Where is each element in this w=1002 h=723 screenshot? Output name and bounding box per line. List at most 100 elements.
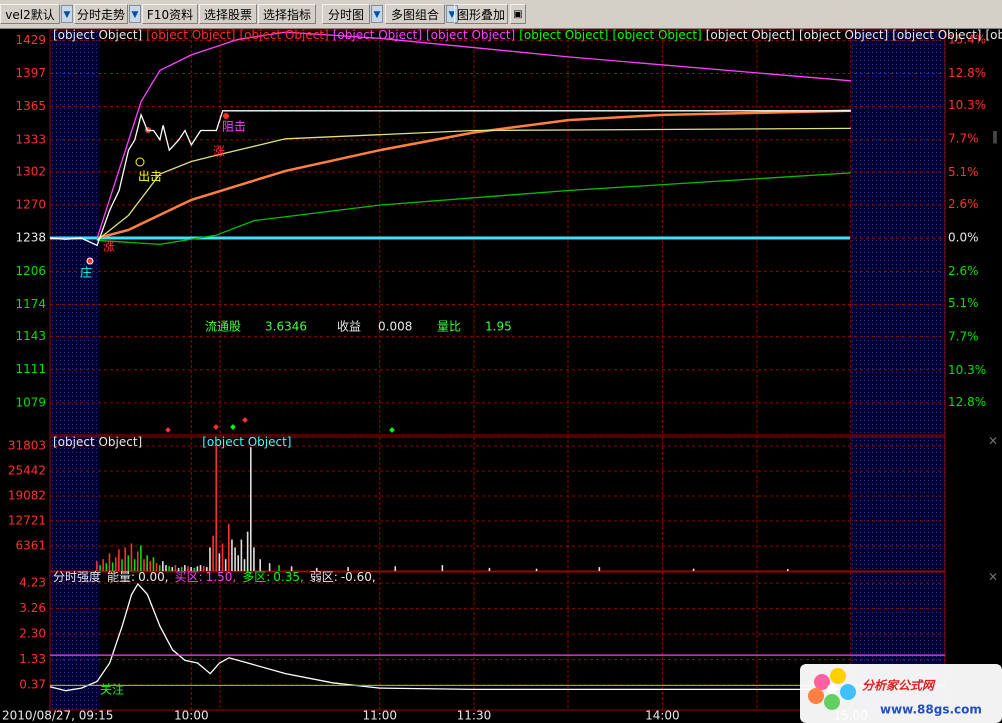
x-tick-label: 10:00 xyxy=(174,709,209,723)
y-tick-label: 1429 xyxy=(15,33,46,47)
volume-bar xyxy=(111,562,114,571)
volume-bar xyxy=(127,555,130,571)
header-title: 分时强度 xyxy=(53,569,101,584)
y-tick-label: 1206 xyxy=(15,264,46,278)
y-tick-label: 3.26 xyxy=(19,601,46,615)
param-name: 弱区: xyxy=(310,570,338,584)
annotation: 出击 xyxy=(138,170,162,184)
volume-bar xyxy=(196,566,199,571)
y2-tick-label: 10.3% xyxy=(948,363,986,377)
y-tick-label: 1333 xyxy=(15,132,46,146)
param-value: 0.00, xyxy=(138,570,169,584)
logo-petal xyxy=(814,674,830,690)
signal-marker xyxy=(389,427,395,433)
header-text: [object Object] xyxy=(892,28,981,42)
scroll-icon[interactable]: ‖ xyxy=(992,130,998,144)
volume-bar xyxy=(228,523,230,571)
logo-center xyxy=(827,684,837,694)
y2-tick-label: 12.8% xyxy=(948,66,986,80)
volume-bar xyxy=(202,565,205,571)
volume-bar xyxy=(105,563,108,571)
header-text: [object Object] xyxy=(706,28,795,42)
close-icon[interactable]: × xyxy=(988,434,998,448)
volume-bar xyxy=(692,568,695,571)
toolbar-button[interactable]: 选择股票 xyxy=(199,4,257,24)
x-tick-label: 2010/08/27, 09:15 xyxy=(2,709,113,723)
volume-bar xyxy=(108,553,111,571)
volume-bar xyxy=(259,559,262,571)
volume-bar xyxy=(221,543,224,571)
dropdown-arrow[interactable]: ▼ xyxy=(446,5,458,23)
volume-bar xyxy=(347,567,349,571)
y-tick-label: 0.37 xyxy=(19,677,46,691)
dropdown-arrow[interactable]: ▼ xyxy=(61,5,73,23)
series-line xyxy=(96,109,851,240)
x-tick-label: 11:30 xyxy=(457,709,492,723)
panel-header: 分时强度 能量: 0.00, 买区: 1.50, 多区: 0.35, 弱区: -0.60, xyxy=(53,569,376,584)
header-text: [object Object] xyxy=(202,435,291,449)
y-tick-label: 4.23 xyxy=(19,576,46,590)
param-name: 多区: xyxy=(242,570,270,584)
toolbar-button[interactable]: 多图组合 xyxy=(385,4,445,24)
y-tick-label: 1174 xyxy=(15,297,46,311)
volume-bar xyxy=(162,561,164,571)
panel-border xyxy=(49,436,946,572)
header-text: [object Object] xyxy=(240,28,329,42)
close-icon[interactable]: × xyxy=(988,570,998,584)
toolbar-button[interactable]: F10资料 xyxy=(142,4,198,24)
header-text: [object Object] xyxy=(53,28,142,42)
annotation: 关注 xyxy=(100,682,124,697)
dropdown-arrow[interactable]: ▼ xyxy=(129,5,141,23)
dropdown-arrow[interactable]: ▼ xyxy=(371,5,383,23)
volume-bar xyxy=(184,565,186,571)
y2-tick-label: 7.7% xyxy=(948,132,979,146)
panel-header: [object Object] [object Object] xyxy=(53,435,292,449)
volume-bar xyxy=(174,565,177,571)
volume-bar xyxy=(99,565,101,571)
y-tick-label: 1397 xyxy=(15,66,46,80)
volume-bar xyxy=(598,567,601,571)
volume-bar xyxy=(253,547,255,571)
toolbar-button[interactable]: 分时走势 xyxy=(74,4,128,24)
series-line xyxy=(49,582,851,692)
signal-marker xyxy=(230,424,236,430)
volume-bar xyxy=(240,539,243,571)
stat-value: 3.6346 xyxy=(265,320,307,334)
logo-petal xyxy=(830,668,846,684)
toolbar-button[interactable]: vel2默认 xyxy=(0,4,60,24)
param-name: 能量: xyxy=(107,570,135,584)
header-text: [object Object] xyxy=(799,28,888,42)
series-line xyxy=(49,110,851,247)
panel-border xyxy=(49,29,946,436)
volume-bar xyxy=(268,563,271,571)
volume-bar xyxy=(278,565,280,571)
header-text: [object Object] xyxy=(333,28,422,42)
volume-bar xyxy=(315,567,318,571)
volume-bar xyxy=(224,559,227,571)
y-tick-label: 1238 xyxy=(15,231,46,245)
volume-bar xyxy=(246,531,249,571)
y-tick-label: 31803 xyxy=(8,438,46,452)
annotation: 庄 xyxy=(80,265,92,280)
volume-bar xyxy=(237,555,240,571)
logo-petal xyxy=(840,684,856,700)
lock-button[interactable]: ▣ xyxy=(510,4,526,24)
volume-bar xyxy=(121,559,123,571)
y-tick-label: 12721 xyxy=(8,513,46,527)
volume-bar xyxy=(152,557,155,571)
y-tick-label: 1079 xyxy=(15,395,46,409)
toolbar-button[interactable]: 分时图 xyxy=(322,4,370,24)
volume-bar xyxy=(140,545,142,571)
logo-petal xyxy=(824,694,840,710)
y-tick-label: 1111 xyxy=(15,362,46,376)
y2-tick-label: 0.0% xyxy=(948,231,979,245)
signal-marker xyxy=(135,157,145,167)
volume-bar xyxy=(187,566,189,571)
annotation: 涨 xyxy=(213,144,225,159)
stat-value: 0.008 xyxy=(378,320,412,334)
toolbar-button[interactable]: 选择指标 xyxy=(258,4,316,24)
series-line xyxy=(96,31,851,239)
stat-label: 流通股 xyxy=(205,320,241,334)
toolbar-button[interactable]: 图形叠加 xyxy=(454,4,508,24)
